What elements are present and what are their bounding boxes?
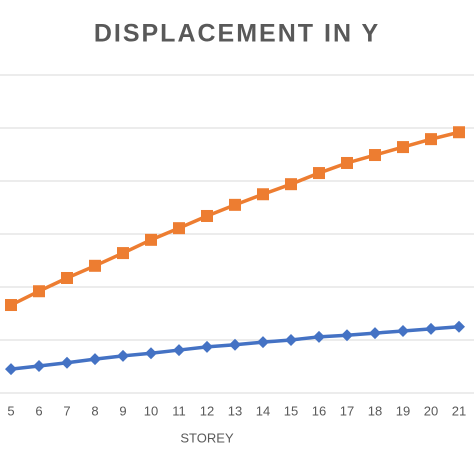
marker: [173, 344, 185, 357]
chart-title: DISPLACEMENT IN Y: [94, 20, 380, 48]
x-tick-label: 7: [63, 403, 70, 418]
x-tick-label: 9: [119, 403, 126, 418]
x-tick-label: 12: [200, 403, 214, 418]
marker: [313, 330, 325, 343]
marker: [285, 334, 297, 346]
marker: [117, 349, 129, 362]
marker: [425, 322, 437, 335]
marker: [453, 126, 465, 139]
x-tick-label: 5: [7, 403, 14, 418]
x-tick-label: 20: [424, 403, 438, 418]
marker: [397, 324, 409, 337]
marker: [5, 363, 17, 376]
marker: [285, 178, 297, 191]
x-tick-label: 8: [91, 403, 98, 418]
marker: [341, 156, 353, 169]
marker: [229, 198, 241, 211]
marker: [313, 167, 325, 180]
marker: [89, 353, 101, 366]
x-tick-label: 19: [396, 403, 410, 418]
x-tick-label: 16: [312, 403, 326, 418]
marker: [369, 327, 381, 340]
marker: [145, 233, 157, 246]
x-tick-label: 10: [144, 403, 158, 418]
marker: [33, 359, 45, 372]
marker: [61, 271, 73, 284]
marker: [369, 149, 381, 162]
x-tick-label: 17: [340, 403, 354, 418]
marker: [397, 141, 409, 154]
marker: [453, 320, 465, 333]
x-tick-label: 14: [256, 403, 270, 418]
marker: [145, 347, 157, 360]
marker: [257, 188, 269, 201]
series-line: [10, 130, 460, 307]
marker: [341, 329, 353, 342]
marker: [173, 222, 185, 235]
marker: [257, 336, 269, 349]
marker: [33, 285, 45, 298]
marker: [117, 247, 129, 260]
marker: [425, 133, 437, 146]
x-axis-label: STOREY: [180, 430, 234, 445]
marker: [201, 340, 213, 353]
marker: [201, 209, 213, 222]
x-tick-label: 6: [35, 403, 42, 418]
marker: [61, 356, 73, 369]
x-tick-label: 13: [228, 403, 242, 418]
marker: [5, 299, 17, 312]
x-tick-label: 18: [368, 403, 382, 418]
marker: [89, 259, 101, 272]
x-tick-label: 21: [452, 403, 466, 418]
marker: [229, 338, 241, 351]
x-tick-label: 15: [284, 403, 298, 418]
x-tick-label: 11: [172, 403, 186, 418]
